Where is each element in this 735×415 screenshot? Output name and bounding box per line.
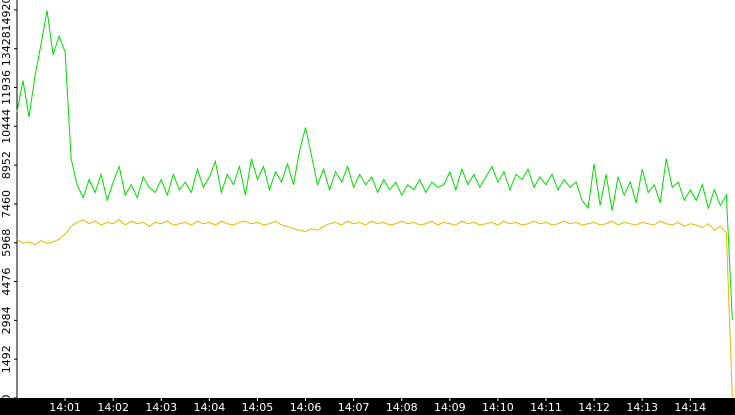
y-tick-label: 4476 [0, 268, 13, 296]
y-tick-label: 8952 [0, 151, 13, 179]
x-tick-label: 14:06 [290, 401, 322, 414]
y-tick-label: 13428 [0, 31, 13, 66]
x-tick-label: 14:12 [578, 401, 610, 414]
y-tick-label: 0 [0, 395, 13, 402]
y-tick-label: 2984 [0, 306, 13, 334]
x-axis-band [0, 398, 735, 415]
y-tick-label: 10444 [0, 109, 13, 144]
x-tick-label: 14:14 [674, 401, 706, 414]
x-tick-label: 14:03 [145, 401, 177, 414]
y-tick-label: 7460 [0, 190, 13, 218]
x-tick-label: 14:05 [242, 401, 274, 414]
x-tick-label: 14:07 [338, 401, 370, 414]
y-tick-label: 1492 [0, 345, 13, 373]
x-tick-label: 14:11 [530, 401, 562, 414]
y-tick-label: 5968 [0, 229, 13, 257]
y-tick-label: 14920 [0, 0, 13, 32]
x-tick-label: 14:09 [434, 401, 466, 414]
series-line [16, 219, 733, 399]
y-tick-label: 11936 [0, 70, 13, 105]
x-tick-label: 14:04 [194, 401, 226, 414]
x-tick-label: 14:02 [97, 401, 129, 414]
x-tick-label: 14:08 [386, 401, 418, 414]
x-tick-label: 14:10 [482, 401, 514, 414]
series-line [16, 10, 733, 320]
x-tick-label: 14:13 [626, 401, 658, 414]
x-tick-label: 14:01 [49, 401, 81, 414]
